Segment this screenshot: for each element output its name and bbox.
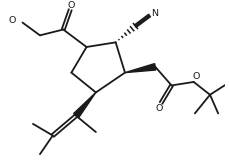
Polygon shape [74,92,96,118]
Text: O: O [155,104,163,112]
Text: O: O [192,72,200,81]
Text: O: O [68,1,75,10]
Polygon shape [125,64,156,73]
Text: N: N [151,9,158,18]
Text: O: O [8,16,16,25]
